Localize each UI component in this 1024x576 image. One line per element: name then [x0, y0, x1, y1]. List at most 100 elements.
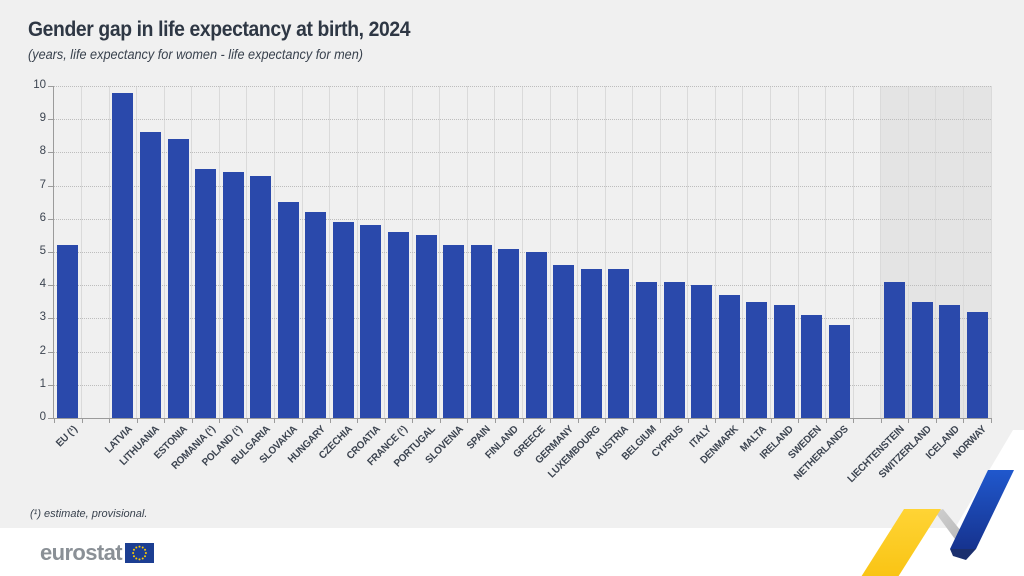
- eu-flag-stars: [132, 545, 147, 561]
- ribbon-decoration: [861, 430, 1024, 576]
- y-axis-tick: [48, 119, 53, 121]
- x-axis-tick: [54, 419, 55, 423]
- x-axis-tick: [660, 419, 662, 423]
- bar-hungary: [305, 212, 327, 418]
- bar-france: [387, 232, 409, 418]
- y-axis-tick: [48, 318, 53, 320]
- y-axis-tick-label: 2: [39, 344, 46, 357]
- x-axis-tick: [632, 419, 634, 423]
- eurostat-logo-text: eurostat: [40, 540, 123, 565]
- y-axis-tick: [48, 218, 53, 220]
- y-axis-tick-label: 5: [39, 245, 46, 257]
- x-axis-tick: [798, 419, 800, 423]
- bar-norway: [966, 311, 988, 418]
- bar-finland: [498, 248, 520, 418]
- y-axis-tick: [48, 418, 53, 419]
- x-axis-tick: [412, 419, 414, 423]
- x-axis-line: [53, 418, 992, 419]
- x-axis-tick: [963, 419, 965, 423]
- bar-poland: [222, 172, 244, 418]
- x-axis-tick: [687, 419, 689, 423]
- y-axis-tick-label: 10: [33, 79, 46, 91]
- eu-flag-icon: [125, 543, 154, 563]
- y-axis-tick: [48, 252, 53, 253]
- ribbon-blue-stripe: [950, 470, 1014, 549]
- y-axis-tick-label: 9: [39, 112, 46, 125]
- x-axis-tick: [81, 419, 83, 423]
- horizontal-gridline: [54, 252, 991, 253]
- x-axis-tick: [853, 419, 855, 423]
- bar-slovenia: [443, 245, 465, 418]
- vertical-gridline: [990, 86, 992, 418]
- bar-liechtenstein: [884, 281, 906, 418]
- x-axis-tick: [605, 419, 607, 423]
- y-axis-tick-label: 4: [39, 278, 46, 291]
- x-axis-tick: [770, 419, 772, 423]
- y-axis-tick-label: 3: [39, 311, 46, 324]
- horizontal-gridline: [54, 152, 991, 154]
- bar-chart-plot-area: [54, 86, 992, 418]
- bar-estonia: [167, 139, 189, 418]
- x-axis-tick: [246, 419, 248, 423]
- y-axis-tick: [48, 285, 53, 287]
- bar-spain: [470, 245, 492, 418]
- bar-bulgaria: [250, 175, 272, 418]
- horizontal-gridline: [54, 285, 991, 287]
- bar-italy: [691, 285, 713, 418]
- x-axis-tick: [467, 419, 469, 423]
- bar-slovakia: [277, 202, 299, 418]
- y-axis-tick: [48, 185, 53, 187]
- bar-austria: [608, 268, 630, 418]
- x-axis-tick: [136, 419, 138, 423]
- bar-germany: [553, 265, 575, 418]
- y-axis-tick-label: 1: [39, 377, 46, 390]
- y-axis-tick-label: 0: [39, 411, 46, 423]
- y-axis-tick-label: 7: [39, 178, 46, 191]
- y-axis-tick: [48, 86, 53, 87]
- x-axis-tick: [274, 419, 276, 423]
- y-axis-tick-label: 8: [39, 145, 46, 158]
- x-axis-tick: [991, 419, 992, 423]
- bar-sweden: [801, 315, 823, 418]
- bar-ireland: [773, 305, 795, 418]
- ribbon-yellow-stripe: [861, 509, 941, 576]
- x-axis-tick: [219, 419, 221, 423]
- bar-latvia: [112, 92, 134, 418]
- x-axis-tick: [908, 419, 910, 423]
- bar-eu: [57, 245, 79, 418]
- x-axis-tick: [550, 419, 552, 423]
- x-axis-tick: [742, 419, 744, 423]
- bar-cyprus: [663, 281, 685, 418]
- bar-luxembourg: [580, 268, 602, 418]
- x-axis-tick: [109, 419, 111, 423]
- x-axis-tick: [384, 419, 386, 423]
- bar-lithuania: [139, 132, 161, 418]
- x-axis-tick: [357, 419, 359, 423]
- bar-netherlands: [828, 325, 850, 418]
- x-axis-tick: [825, 419, 827, 423]
- x-axis-tick: [880, 419, 882, 423]
- y-axis-tick-label: 6: [39, 211, 46, 224]
- x-axis-tick: [191, 419, 193, 423]
- horizontal-gridline: [54, 86, 991, 87]
- y-axis-tick: [48, 152, 53, 154]
- horizontal-gridline: [54, 384, 991, 386]
- bar-portugal: [415, 235, 437, 418]
- horizontal-gridline: [54, 318, 991, 320]
- x-axis-tick: [302, 419, 304, 423]
- x-axis-tick: [715, 419, 717, 423]
- y-axis-line: [53, 86, 54, 419]
- chart-title: Gender gap in life expectancy at birth, …: [28, 18, 411, 41]
- x-axis-tick: [329, 419, 331, 423]
- ribbon-navy-tip: [950, 549, 976, 560]
- footnote: (¹) estimate, provisional.: [30, 508, 148, 520]
- x-axis-tick: [577, 419, 579, 423]
- horizontal-gridline: [54, 119, 991, 121]
- bar-croatia: [360, 225, 382, 418]
- bar-czechia: [332, 222, 354, 418]
- x-axis-tick: [935, 419, 937, 423]
- y-axis-tick: [48, 351, 53, 353]
- eurostat-logo: eurostat: [40, 540, 154, 566]
- x-axis-tick: [522, 419, 524, 423]
